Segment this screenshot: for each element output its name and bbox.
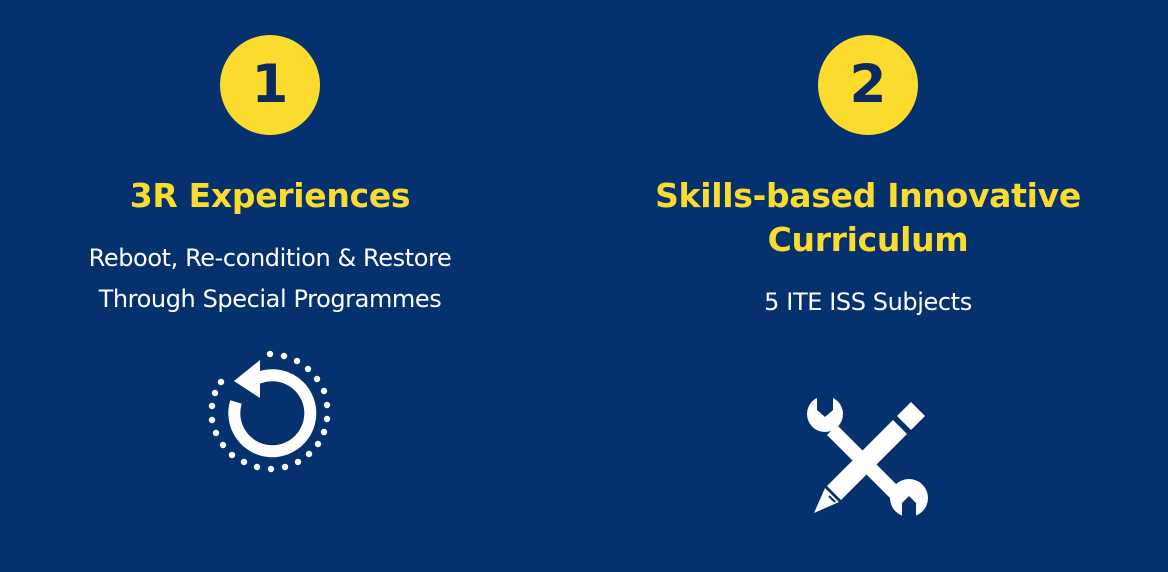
card-title: 3R Experiences bbox=[129, 176, 411, 215]
dotted-ring bbox=[208, 350, 331, 473]
step-number-badge: 1 bbox=[220, 35, 320, 135]
wrench-pencil-icon bbox=[807, 395, 928, 519]
title-line: Skills-based Innovative bbox=[655, 176, 1081, 215]
description-line: Reboot, Re-condition & Restore bbox=[88, 244, 452, 272]
step-number-badge: 2 bbox=[818, 35, 918, 135]
feature-card-curriculum: 2 Skills-based Innovative Curriculum 5 I… bbox=[608, 0, 1128, 572]
feature-card-3r-experiences: 1 3R Experiences Reboot, Re-condition & … bbox=[10, 0, 530, 572]
card-description: Reboot, Re-condition & Restore Through S… bbox=[10, 238, 530, 320]
title-line: Curriculum bbox=[767, 220, 969, 259]
restart-icon bbox=[208, 350, 331, 473]
card-title: Skills-based Innovative Curriculum bbox=[608, 174, 1128, 262]
description-line: Through Special Programmes bbox=[98, 285, 442, 313]
card-description: 5 ITE ISS Subjects bbox=[764, 288, 972, 316]
